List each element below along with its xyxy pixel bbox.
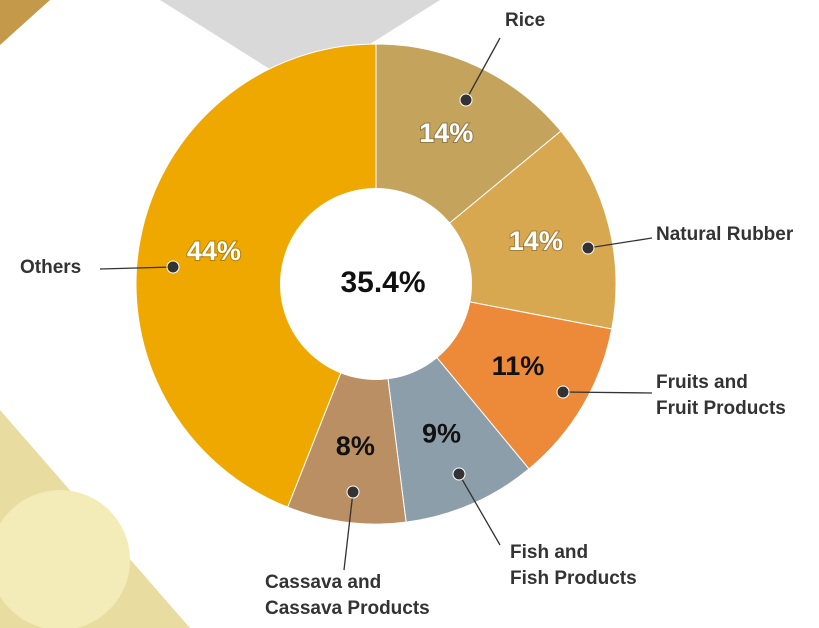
value-label: 8%	[336, 431, 375, 461]
callout-line	[99, 266, 174, 270]
callout-dot	[452, 467, 466, 481]
category-label: Fish and Fish Products	[510, 542, 637, 589]
callout-dot	[581, 241, 595, 255]
callout-line	[343, 491, 354, 571]
category-label: Others	[20, 257, 82, 278]
decor-corner	[0, 0, 50, 45]
callout-line	[465, 37, 501, 101]
category-label: Cassava and Cassava Products	[265, 572, 430, 619]
callout-dot	[556, 385, 570, 399]
value-label: 14%	[419, 118, 473, 148]
decor-triangle	[160, 0, 440, 88]
center-label: 35.4%	[340, 266, 425, 299]
value-label: 11%	[492, 351, 545, 381]
donut-segment	[135, 43, 377, 508]
callout-dot	[459, 93, 473, 107]
donut-hole	[280, 188, 472, 380]
decor-lemon	[0, 490, 130, 628]
value-label: 44%	[187, 236, 241, 266]
value-label: 9%	[422, 419, 461, 449]
callout-line	[458, 473, 501, 546]
category-label: Natural Rubber	[656, 224, 794, 245]
callout-dot	[166, 260, 180, 274]
value-label: 14%	[509, 226, 563, 256]
callout-line	[587, 237, 653, 249]
callout-line	[562, 391, 653, 394]
category-label: Rice	[505, 10, 546, 31]
category-label: Fruits and Fruit Products	[656, 372, 786, 419]
callout-dot	[346, 485, 360, 499]
